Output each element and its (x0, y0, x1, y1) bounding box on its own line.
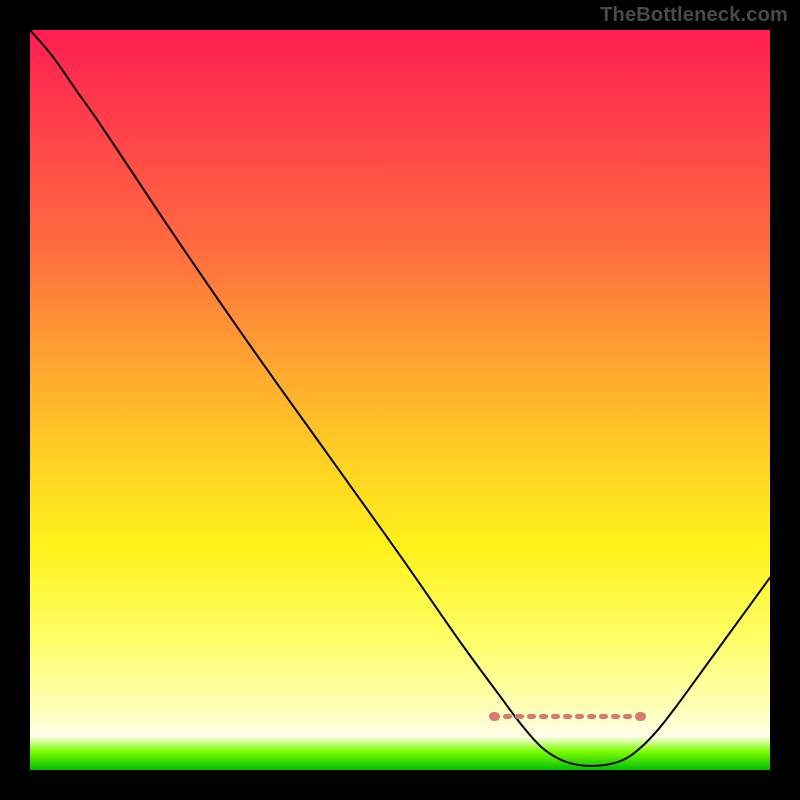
plot-area (30, 30, 770, 770)
bottleneck-curve (30, 30, 770, 770)
watermark-text: TheBottleneck.com (600, 4, 788, 27)
optimal-range-marker (489, 712, 659, 721)
chart-frame: TheBottleneck.com (0, 0, 800, 800)
